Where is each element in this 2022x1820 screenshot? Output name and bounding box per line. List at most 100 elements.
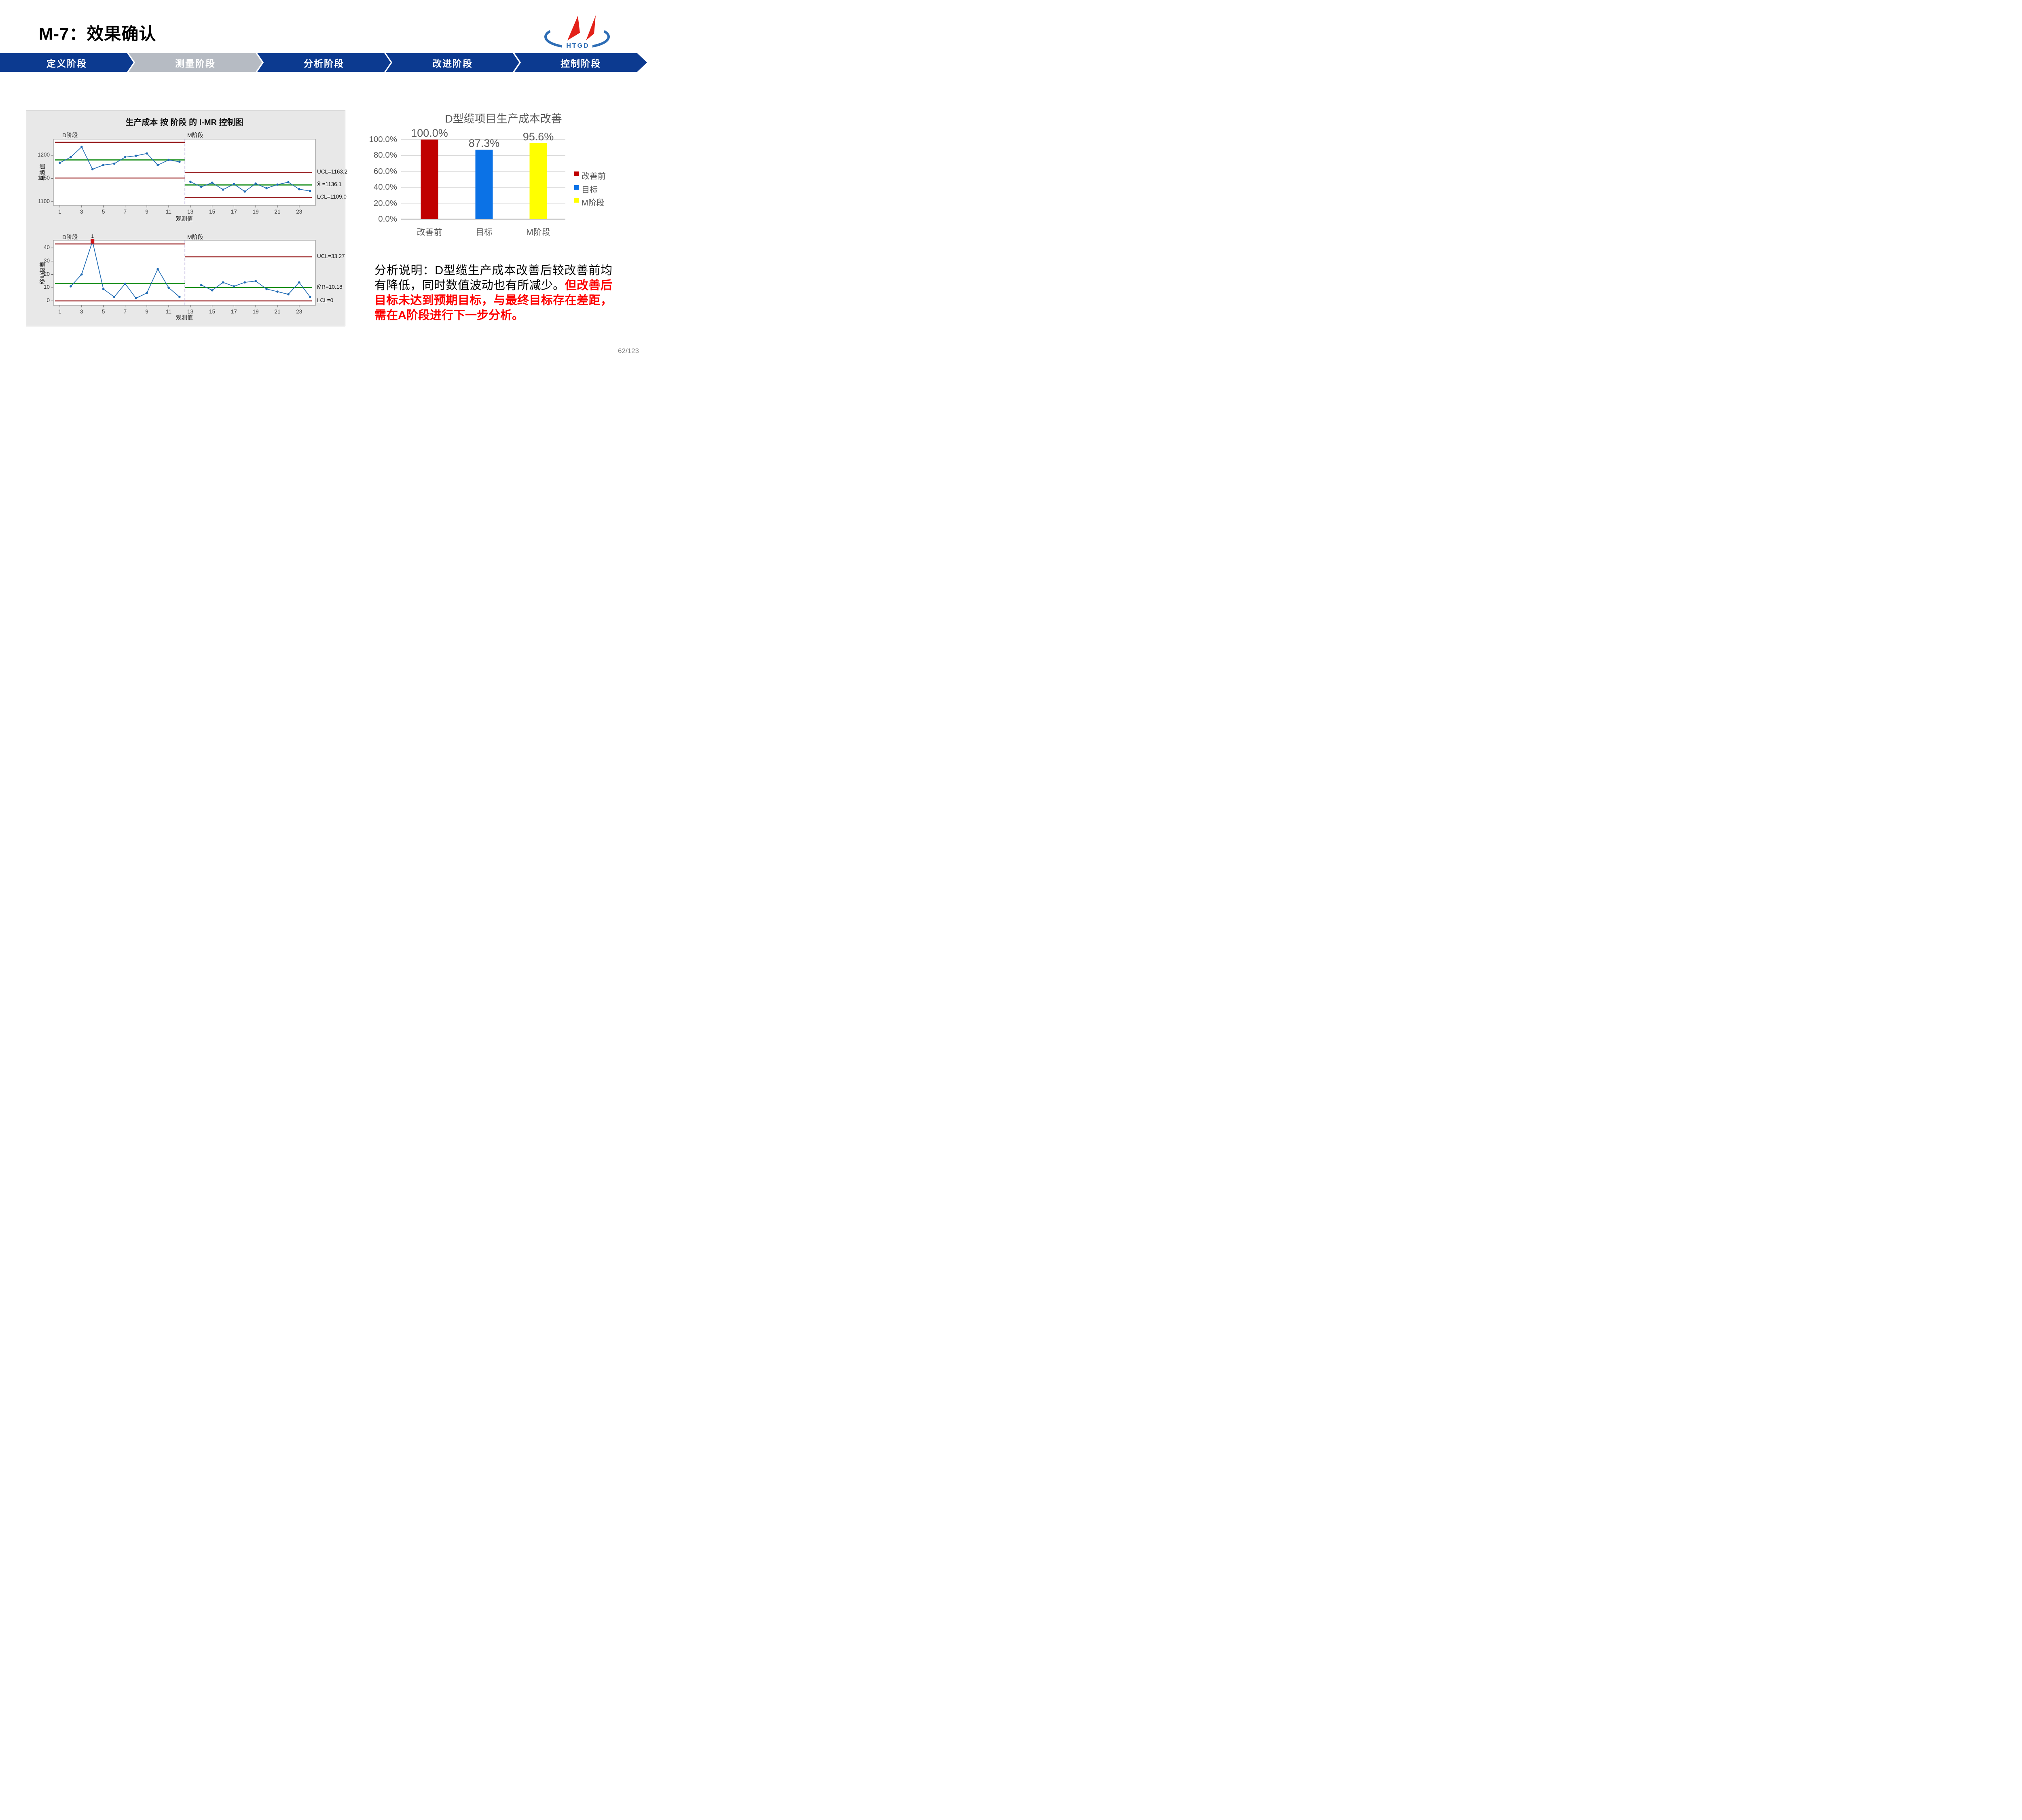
logo-text-backdrop [562,41,592,49]
data-point [157,268,159,271]
data-point [243,190,246,193]
x-tick-label: 9 [145,209,148,215]
data-point [265,187,268,190]
legend-swatch-M阶段 [574,198,579,203]
bar-y-tick-label: 100.0% [369,135,397,144]
x-tick-label: 21 [274,209,281,215]
flow-stage-label: 定义阶段 [47,58,87,69]
data-point [222,188,224,191]
imr-control-chart-figure: 1 生产成本 按 阶段 的 I-MR 控制图 D阶段 M阶段 1100 1150 1200 1… [26,110,348,326]
data-point [146,152,148,155]
data-point [211,181,214,184]
bar-category-label: 目标 [476,228,493,237]
annotation-lcl: LCL=1109.0 [317,194,347,200]
data-point [243,281,246,284]
data-point [298,188,300,190]
data-point [189,180,192,183]
data-point [222,281,224,284]
logo-text: HTGD [566,42,589,49]
data-point [102,288,105,290]
data-point [70,156,72,159]
y-tick-label: 1150 [38,175,50,181]
bar-value-label: 100.0% [411,127,448,139]
y-tick-label: 40 [43,244,50,250]
data-point [200,284,203,286]
legend-label: 改善前 [582,172,606,181]
annotation-cl: M̄R=10.18 [317,284,343,290]
analysis-note: 分析说明：D型缆生产成本改善后较改善前均有降低，同时数值波动也有所减少。但改善后… [374,263,612,323]
imr-plot-canvas: 1 [51,139,316,307]
phase-label-M: M阶段 [187,132,203,138]
phase-label-M: M阶段 [187,234,203,240]
bar-chart-title: D型缆项目生产成本改善 [445,113,562,125]
x-tick-label: 23 [296,209,302,215]
flow-stage-5: 控制阶段 [514,53,647,72]
data-point [146,292,148,294]
data-point [309,296,311,298]
flow-stage-label: 测量阶段 [175,58,216,69]
data-point [102,164,105,166]
x-tick-label: 1 [58,209,61,215]
x-tick-label: 5 [102,309,105,315]
x-tick-label: 7 [123,309,127,315]
data-point [276,290,279,293]
x-tick-label: 21 [274,309,281,315]
bar-改善前 [421,140,438,219]
flow-stage-1: 定义阶段 [0,53,133,72]
x-tick-label: 5 [102,209,105,215]
x-tick-label: 1 [58,309,61,315]
x-tick-label: 7 [123,209,127,215]
data-point [178,296,181,298]
series-line-D阶段 [59,146,180,170]
bar-y-tick-label: 20.0% [373,198,397,208]
flow-stage-2: 测量阶段 [129,53,262,72]
annotation-ucl: UCL=1163.2 [317,169,348,175]
annotation-cl: X̄ =1136.1 [317,181,342,188]
out-of-control-marker [91,239,95,244]
data-point [135,297,137,300]
y-axis-title: 移动极差 [39,261,46,284]
annotation-lcl: LCL=0 [317,297,334,303]
data-point [254,280,257,282]
legend-label: M阶段 [582,199,605,207]
legend-swatch-目标 [574,185,579,190]
series-line-M阶段 [190,181,310,192]
page-title: M-7：效果确认 [39,24,157,43]
data-point [113,162,116,165]
dmaic-flowbar: 定义阶段 测量阶段 分析阶段 改进阶段 控制阶段 [0,53,647,72]
plot-area-2 [53,240,316,306]
data-point [80,146,83,148]
data-point [298,281,300,284]
legend-swatch-改善前 [574,171,579,176]
x-tick-label: 19 [252,209,259,215]
data-point [287,293,290,296]
data-point [233,183,235,185]
bar-plot-canvas [401,139,565,220]
analysis-highlight-text: 但改善后目标未达到预期目标，与最终目标存在差距，需在A阶段进行下一步分析。 [374,279,612,322]
flow-stage-4: 改进阶段 [386,53,519,72]
y-axis-title: 单独值 [39,164,46,181]
bar-目标 [475,150,493,219]
y-tick-label: 30 [43,257,50,264]
page-number: 62/123 [618,347,639,355]
x-tick-label: 15 [209,309,216,315]
data-point [124,282,127,285]
bar-category-label: 改善前 [417,228,442,237]
data-point [265,288,268,290]
imr-title: 生产成本 按 阶段 的 I-MR 控制图 [125,118,243,127]
data-point [167,159,170,161]
logo-right-sail-icon [586,15,596,40]
flow-stage-label: 控制阶段 [560,58,601,69]
data-point [200,186,203,188]
legend-label: 目标 [582,186,598,195]
flow-stage-label: 改进阶段 [432,58,473,69]
bar-y-tick-label: 80.0% [373,150,397,160]
x-tick-label: 17 [231,309,237,315]
y-tick-label: 20 [43,271,50,277]
bar-M阶段 [529,143,547,219]
analysis-normal-text: 分析说明：D型缆生产成本改善后较改善前均有降低，同时数值波动也有所减少。 [374,264,612,292]
x-tick-label: 11 [165,309,171,315]
x-tick-label: 3 [80,209,83,215]
x-tick-label: 15 [209,209,216,215]
x-tick-label: 17 [231,209,237,215]
